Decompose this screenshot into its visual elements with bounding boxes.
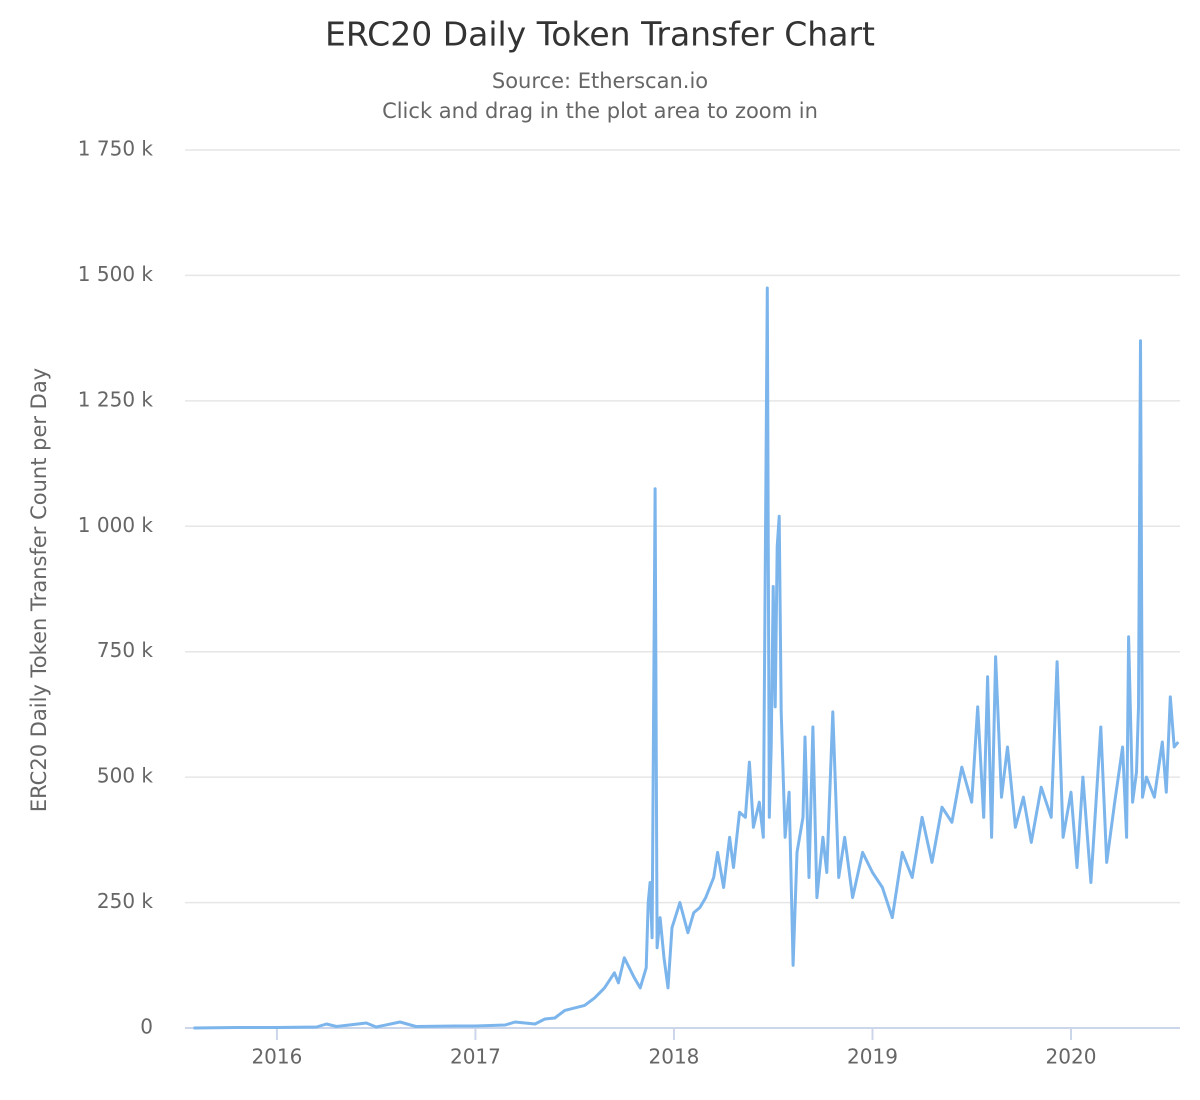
x-tick-label: 2018 — [649, 1045, 700, 1069]
x-tick-label: 2020 — [1046, 1045, 1097, 1069]
x-tick-label: 2019 — [847, 1045, 898, 1069]
line-series — [193, 286, 1180, 1030]
chart-title: ERC20 Daily Token Transfer Chart — [325, 15, 875, 54]
y-tick-label: 0 — [140, 1015, 153, 1039]
y-tick-label: 1 500 k — [78, 262, 154, 286]
chart-subtitle: Click and drag in the plot area to zoom … — [382, 99, 818, 123]
chart-subtitle: Source: Etherscan.io — [492, 69, 708, 93]
x-tick-label: 2017 — [450, 1045, 501, 1069]
y-axis-title: ERC20 Daily Token Transfer Count per Day — [27, 368, 51, 812]
x-tick-label: 2016 — [251, 1045, 302, 1069]
y-tick-label: 250 k — [97, 889, 154, 913]
y-tick-label: 1 000 k — [78, 513, 154, 537]
y-tick-label: 750 k — [97, 638, 154, 662]
y-tick-label: 500 k — [97, 764, 154, 788]
y-tick-label: 1 250 k — [78, 387, 154, 411]
y-tick-label: 1 750 k — [78, 137, 154, 161]
